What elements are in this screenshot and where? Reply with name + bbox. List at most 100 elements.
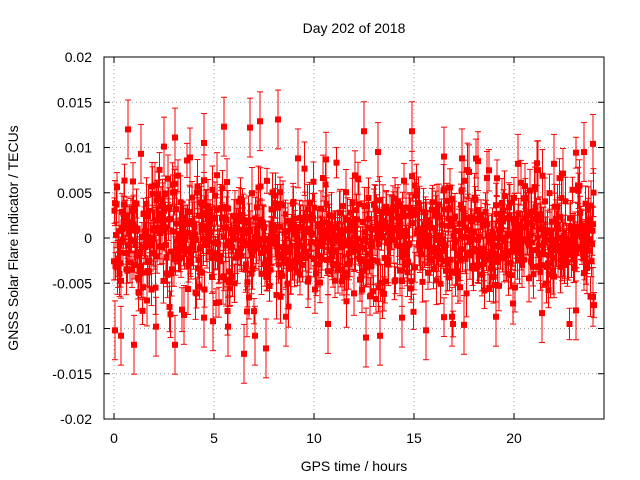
data-point [580,235,586,242]
data-point [225,205,231,212]
data-point [324,256,330,263]
y-tick-label: 0 [84,230,92,246]
data-point [537,211,543,218]
data-point [529,223,536,230]
data-point [130,178,136,185]
data-point [129,266,135,273]
data-point [486,284,493,291]
data-point [277,293,284,300]
data-point [333,159,340,166]
data-point [401,177,407,184]
data-point [346,236,353,243]
data-point [146,258,153,265]
data-point [145,207,152,214]
data-point [543,280,550,287]
data-point [157,230,164,237]
data-point [574,223,581,230]
data-point [229,273,236,280]
y-tick-label: -0.015 [52,366,92,382]
data-point [456,220,463,227]
data-point [143,240,149,247]
data-point [510,219,517,226]
data-point [255,222,261,229]
data-point [564,259,571,266]
data-point [357,276,363,283]
data-point [566,320,573,327]
data-point [130,206,137,213]
data-point [289,221,295,228]
data-point [213,206,220,213]
data-point [498,235,505,242]
data-point [588,202,594,209]
data-point [143,200,150,207]
data-point [195,256,202,263]
data-point [272,192,279,199]
data-point [131,341,137,348]
data-point [400,251,407,258]
data-point [517,231,524,238]
data-point [457,284,463,291]
data-point [186,208,193,215]
data-point [201,139,207,146]
data-point [290,198,297,205]
data-point [451,244,458,251]
data-point [472,197,479,204]
data-point [512,284,518,291]
data-point [418,225,425,232]
data-point [413,187,420,194]
data-point [266,244,272,251]
data-point [470,229,476,236]
data-point [381,290,387,297]
data-point [583,226,590,233]
data-point [237,248,243,255]
data-point [389,233,395,240]
data-point [419,278,426,285]
data-point [125,242,131,249]
data-point [116,270,123,277]
data-point [344,272,350,279]
data-point [590,140,596,147]
data-point [461,321,467,328]
data-point [181,311,187,318]
data-point [475,158,481,165]
data-point [172,180,178,187]
data-point [328,213,335,220]
data-point [486,167,492,174]
data-point [532,204,539,211]
data-point [474,207,480,214]
data-point [508,230,514,237]
data-point [178,218,185,225]
data-point [370,288,377,295]
data-point [154,217,161,224]
data-point [361,128,367,135]
data-point [144,297,150,304]
data-point [187,154,193,161]
data-point [590,189,597,196]
data-point [305,275,312,282]
data-point [223,216,230,223]
data-point [188,260,194,267]
data-point [575,187,582,194]
data-point [459,246,466,253]
data-point [493,210,500,217]
data-point [280,201,286,208]
data-point [375,229,381,236]
data-point [248,270,255,277]
data-point [111,258,117,265]
data-point [507,199,513,206]
data-point [527,187,533,194]
data-point [423,327,429,334]
axis-ticks: 0 5 10 15 20 -0.02 -0.015 -0.01 -0.005 0 0.005 0.01… [52,49,604,446]
data-point [254,204,260,211]
data-point [535,242,542,249]
data-point [374,235,380,242]
data-point [350,218,357,225]
data-point [418,251,424,258]
data-point [501,192,508,199]
data-point [535,167,541,174]
data-point [392,277,399,284]
data-point [397,267,403,274]
data-point [529,239,535,246]
data-point [276,223,283,230]
data-point [244,308,250,315]
